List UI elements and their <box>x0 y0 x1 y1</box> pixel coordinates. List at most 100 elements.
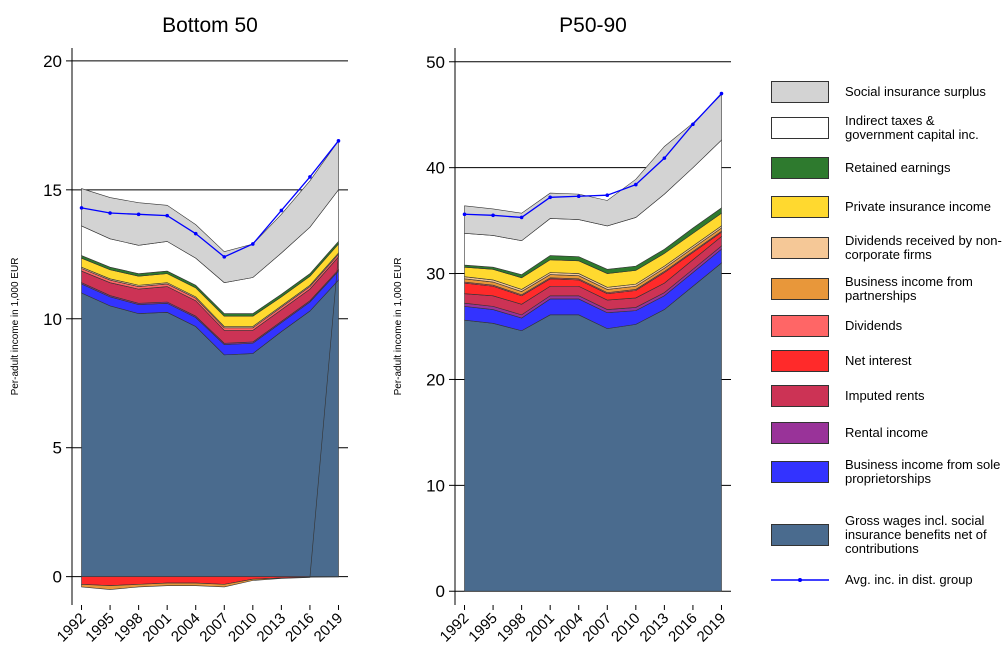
chart-title: P50-90 <box>559 14 627 37</box>
avg-point <box>662 156 667 160</box>
legend-item: Net interest <box>771 350 1005 372</box>
legend-item: Business income from sole proprietorship… <box>771 458 1005 486</box>
x-tick-label: 2007 <box>579 610 615 646</box>
legend-item: Indirect taxes & government capital inc. <box>771 114 1005 142</box>
avg-point <box>548 195 552 200</box>
avg-line <box>464 93 722 219</box>
legend-label: Gross wages incl. social insurance benef… <box>845 513 987 556</box>
x-tick-label: 2013 <box>254 610 290 646</box>
y-tick-label: 10 <box>426 476 445 495</box>
legend-item: Imputed rents <box>771 385 1005 407</box>
area <box>464 93 722 242</box>
legend-label: Rental income <box>845 425 929 440</box>
x-tick-label: 2019 <box>694 610 730 646</box>
legend-label: Social insurance surplus <box>845 84 986 99</box>
legend-label: Indirect taxes & government capital inc. <box>845 113 979 142</box>
legend-label: Imputed rents <box>845 388 925 403</box>
x-tick-label: 2010 <box>225 610 261 646</box>
legend-item: Dividends received by non-corporate firm… <box>771 234 1005 262</box>
x-tick-label: 2016 <box>282 610 318 646</box>
legend-swatch <box>771 524 829 546</box>
legend-swatch <box>771 237 829 259</box>
x-tick-label: 2001 <box>139 610 175 646</box>
x-tick-label: 2004 <box>551 610 587 646</box>
avg-point <box>136 212 141 217</box>
area <box>81 254 339 590</box>
y-tick-label: 10 <box>43 310 62 329</box>
legend-item: Social insurance surplus <box>771 81 1005 103</box>
legend-label: Business income from partnerships <box>845 274 973 303</box>
avg-point <box>519 215 524 220</box>
legend-item: Dividends <box>771 315 1005 337</box>
avg-point <box>491 213 495 218</box>
avg-point <box>222 255 227 259</box>
avg-point <box>336 139 341 143</box>
avg-point <box>605 193 610 197</box>
y-tick-label: 40 <box>426 159 445 178</box>
y-axis-label: Per-adult income in 1,000 EUR <box>10 258 21 396</box>
x-tick-label: 2007 <box>196 610 232 646</box>
avg-point <box>691 122 695 127</box>
x-tick-label: 1992 <box>54 610 90 646</box>
legend-swatch <box>771 350 829 372</box>
legend-label: Business income from sole proprietorship… <box>845 457 1001 486</box>
y-tick-label: 0 <box>436 582 445 601</box>
avg-point <box>79 206 84 210</box>
x-tick-label: 2010 <box>608 610 644 646</box>
x-tick-label: 1998 <box>111 610 147 646</box>
y-tick-label: 15 <box>43 181 62 200</box>
y-tick-label: 20 <box>43 52 62 71</box>
avg-point <box>576 194 581 199</box>
area <box>81 139 339 283</box>
legend-swatch <box>771 385 829 407</box>
legend-swatch <box>771 278 829 300</box>
legend-label: Private insurance income <box>845 199 991 214</box>
legend-label: Net interest <box>845 353 912 368</box>
y-tick-label: 5 <box>53 439 62 458</box>
legend-label: Dividends received by non-corporate firm… <box>845 233 1002 262</box>
x-tick-label: 2016 <box>665 610 701 646</box>
legend-swatch <box>771 578 829 582</box>
legend-swatch <box>771 196 829 218</box>
avg-point <box>251 242 255 246</box>
y-tick-label: 0 <box>53 568 62 587</box>
x-tick-label: 2019 <box>311 610 347 646</box>
legend-item: Gross wages incl. social insurance benef… <box>771 514 1005 556</box>
legend-label: Avg. inc. in dist. group <box>845 572 973 587</box>
avg-point <box>193 231 198 236</box>
legend-swatch <box>771 157 829 179</box>
x-tick-label: 1995 <box>82 610 118 646</box>
legend-swatch <box>771 422 829 444</box>
legend-swatch <box>771 81 829 103</box>
y-tick-label: 20 <box>426 370 445 389</box>
legend-swatch <box>771 117 829 139</box>
avg-line <box>81 140 339 258</box>
y-tick-label: 30 <box>426 265 445 284</box>
x-tick-label: 2004 <box>168 610 204 646</box>
avg-point <box>165 213 169 218</box>
chart-title: Bottom 50 <box>162 14 258 37</box>
legend-item: Rental income <box>771 422 1005 444</box>
x-tick-label: 1992 <box>437 610 473 646</box>
y-tick-label: 50 <box>426 53 445 72</box>
legend-item: Private insurance income <box>771 196 1005 218</box>
x-tick-label: 2001 <box>522 610 558 646</box>
avg-point <box>108 211 112 215</box>
legend-label: Dividends <box>845 318 903 333</box>
legend-item: Business income from partnerships <box>771 275 1005 303</box>
legend-label: Retained earnings <box>845 160 951 175</box>
legend-item: Retained earnings <box>771 157 1005 179</box>
avg-point <box>279 208 284 213</box>
avg-point <box>462 212 467 217</box>
avg-point <box>719 91 724 96</box>
legend-swatch <box>771 461 829 483</box>
x-tick-label: 1995 <box>465 610 501 646</box>
y-axis-label: Per-adult income in 1,000 EUR <box>393 258 404 396</box>
x-tick-label: 1998 <box>494 610 530 646</box>
avg-point <box>308 175 312 179</box>
legend-swatch <box>771 315 829 337</box>
x-tick-label: 2013 <box>637 610 673 646</box>
legend-item: Avg. inc. in dist. group <box>771 569 1005 591</box>
